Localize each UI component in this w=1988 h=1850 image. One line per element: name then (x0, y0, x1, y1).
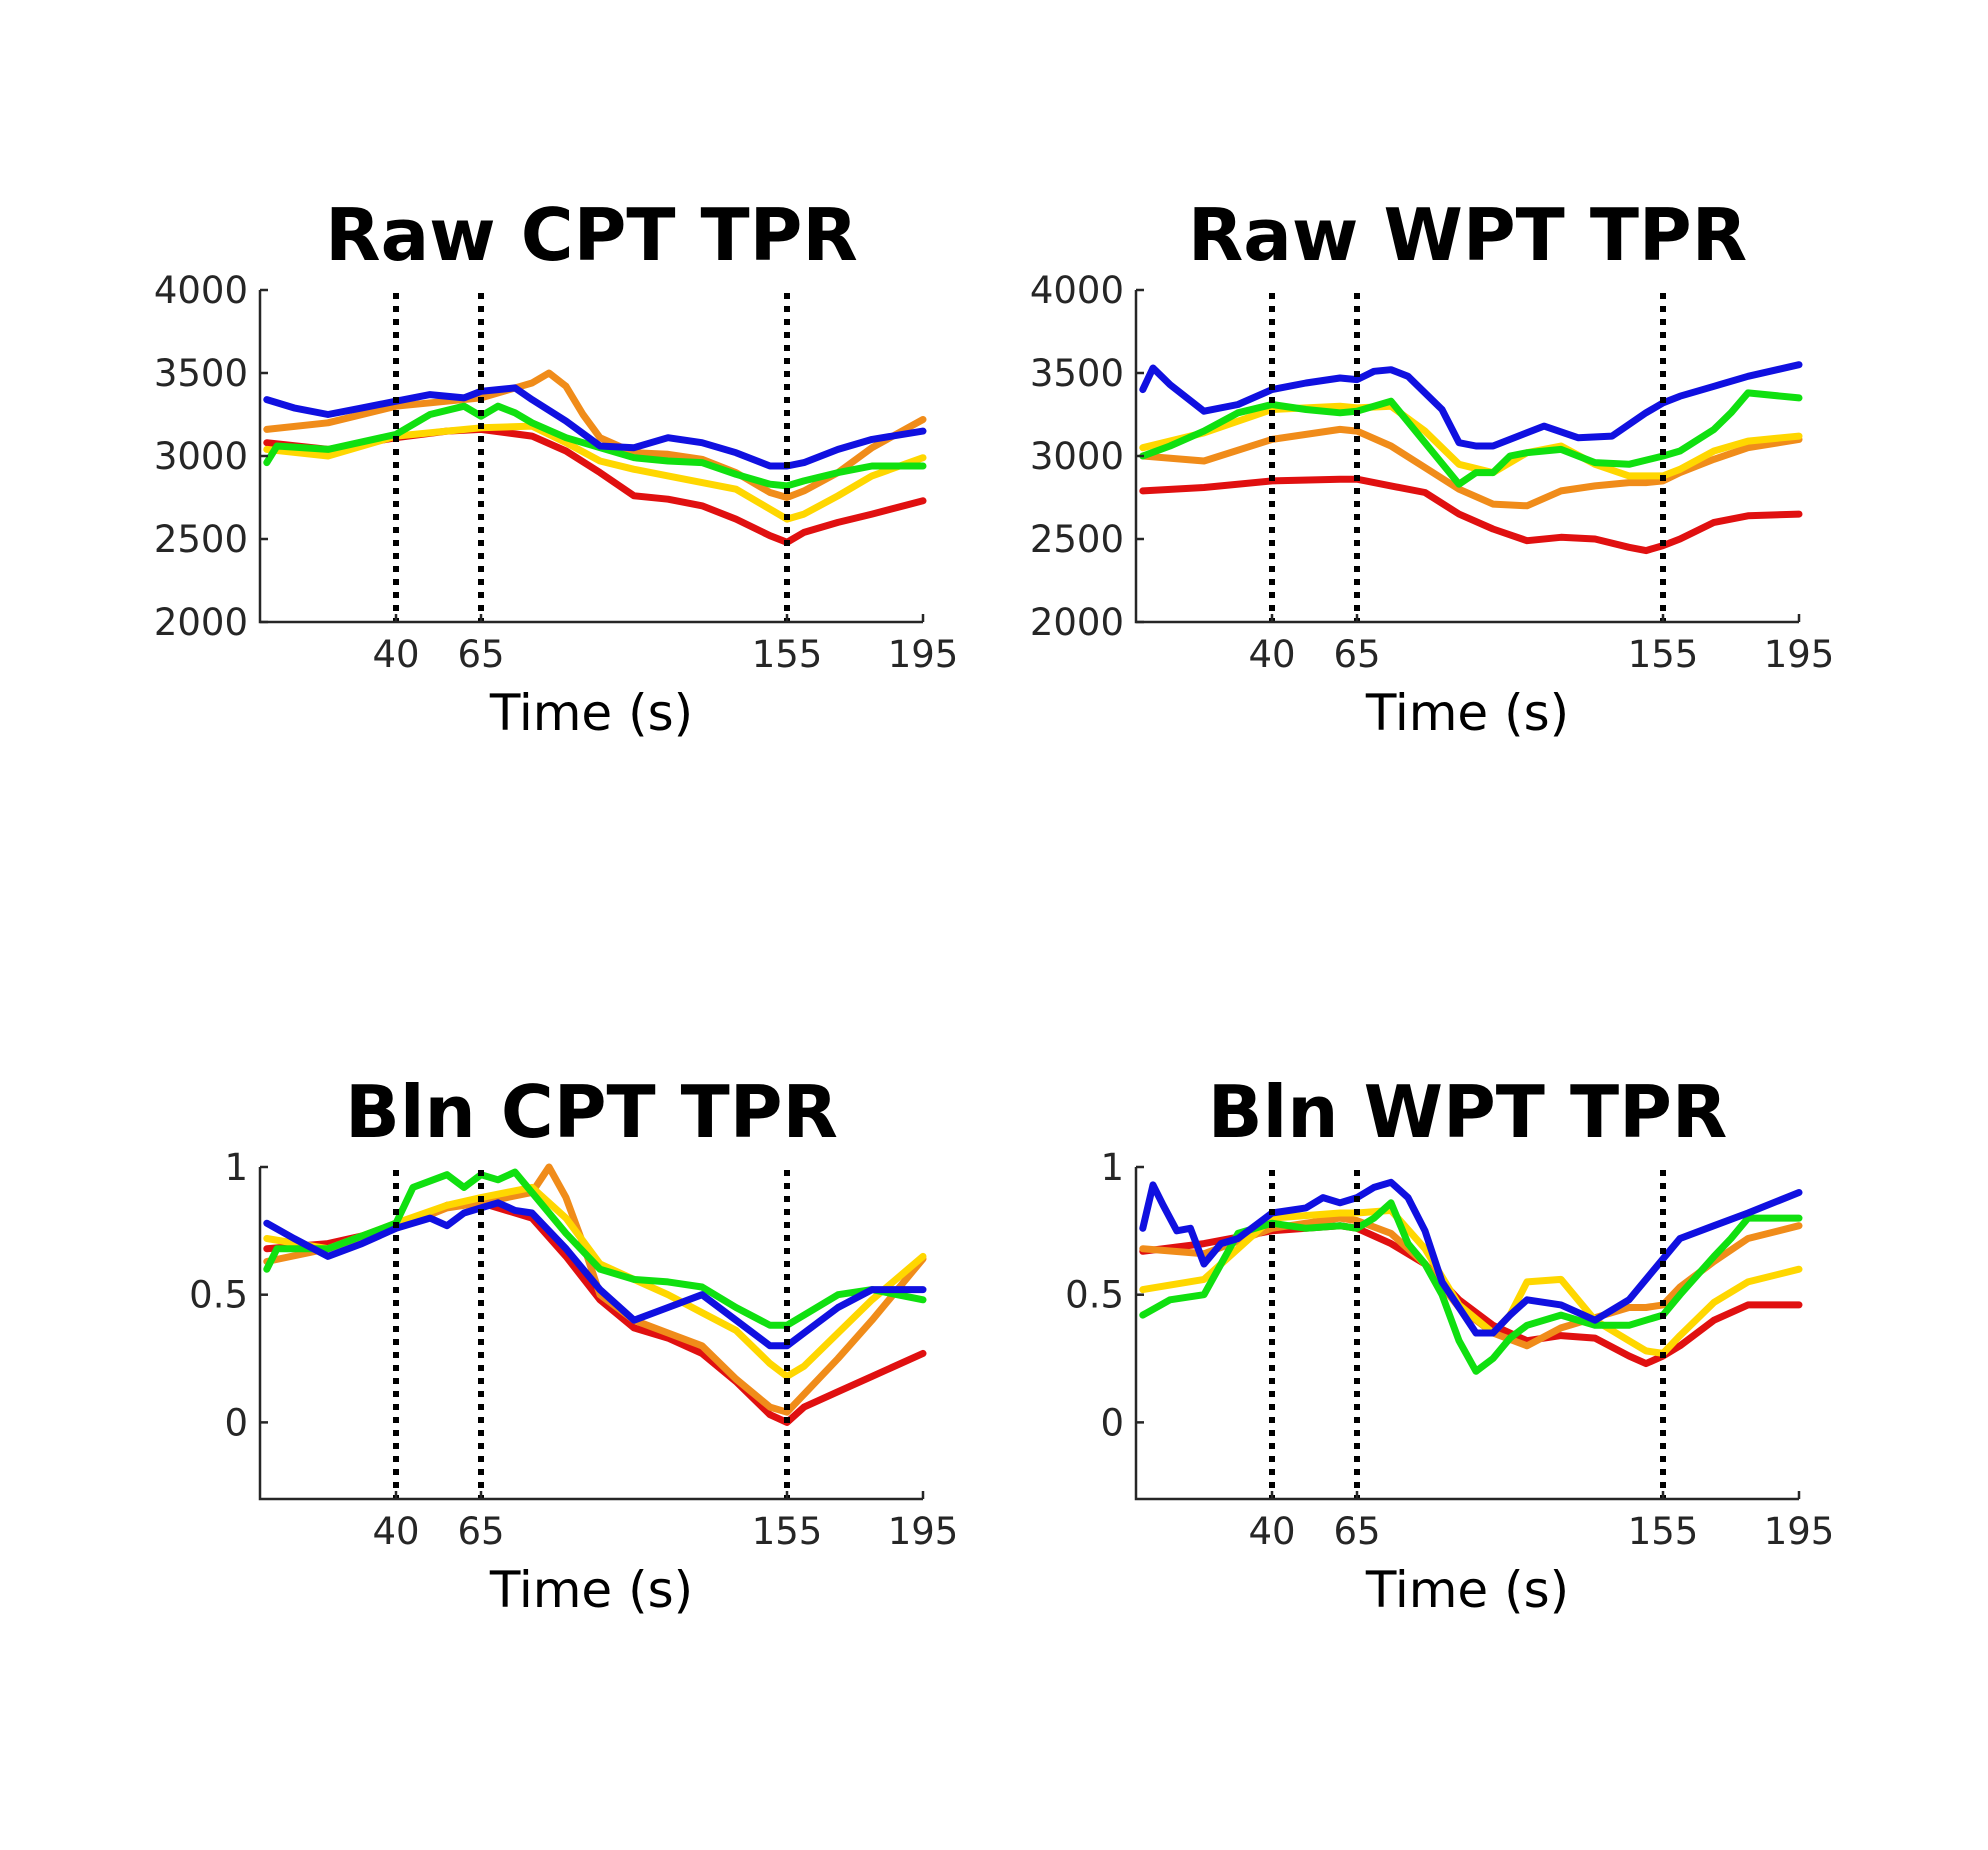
series-line-5 (263, 384, 927, 470)
series-line-2 (1139, 1214, 1803, 1350)
x-tick-label: 195 (1764, 1510, 1835, 1553)
y-tick-label: 0.5 (1065, 1274, 1124, 1317)
series-line-5 (1139, 1178, 1803, 1337)
y-tick-label: 4000 (1030, 269, 1124, 312)
x-axis-label: Time (s) (489, 1561, 693, 1619)
y-tick-label: 3000 (154, 435, 248, 478)
y-tick-label: 1 (224, 1146, 248, 1189)
y-tick-label: 3500 (154, 352, 248, 395)
series-line-4 (263, 1168, 927, 1329)
x-tick-label: 195 (888, 633, 959, 676)
chart-panel-3: Bln CPT TPR 0 0.5 1 40 65 155 195 Time (s) (189, 1070, 958, 1619)
chart-title: Raw WPT TPR (1188, 193, 1747, 277)
x-tick-label: 40 (372, 633, 419, 676)
series-line-2 (263, 1163, 927, 1416)
x-axis-label: Time (s) (1365, 684, 1569, 742)
x-tick-label: 65 (457, 633, 504, 676)
x-tick-label: 40 (372, 1510, 419, 1553)
y-tick-label: 0.5 (189, 1274, 248, 1317)
x-tick-label: 65 (457, 1510, 504, 1553)
x-tick-label: 195 (1764, 633, 1835, 676)
series-line-5 (1139, 361, 1803, 450)
x-tick-label: 155 (1628, 1510, 1699, 1553)
chart-panel-4: Bln WPT TPR 0 0.5 1 40 65 155 195 Time (s) (1065, 1070, 1834, 1619)
x-tick-label: 40 (1248, 1510, 1295, 1553)
x-tick-label: 40 (1248, 633, 1295, 676)
series-line-3 (263, 1183, 927, 1380)
y-tick-label: 1 (1100, 1146, 1124, 1189)
chart-title: Bln CPT TPR (345, 1070, 838, 1154)
y-tick-label: 2500 (1030, 518, 1124, 561)
y-tick-label: 3000 (1030, 435, 1124, 478)
x-tick-label: 155 (752, 1510, 823, 1553)
x-tick-label: 65 (1333, 1510, 1380, 1553)
chart-title: Bln WPT TPR (1208, 1070, 1728, 1154)
axis-lines (258, 1167, 923, 1501)
x-tick-label: 65 (1333, 633, 1380, 676)
series-line-1 (1139, 475, 1803, 555)
series-line-4 (1139, 389, 1803, 488)
chart-panel-1: Raw CPT TPR 2000 2500 3000 3500 4000 40 65 155 19… (154, 193, 958, 742)
chart-title: Raw CPT TPR (325, 193, 858, 277)
series-line-4 (263, 402, 927, 490)
y-tick-label: 4000 (154, 269, 248, 312)
y-tick-label: 2000 (154, 601, 248, 644)
y-tick-label: 2500 (154, 518, 248, 561)
x-axis-label: Time (s) (489, 684, 693, 742)
series-line-3 (263, 422, 927, 523)
chart-panel-2: Raw WPT TPR 2000 2500 3000 3500 4000 40 65 155 19… (1030, 193, 1834, 742)
y-tick-label: 0 (1100, 1401, 1124, 1444)
x-tick-label: 195 (888, 1510, 959, 1553)
x-tick-label: 155 (1628, 633, 1699, 676)
x-axis-label: Time (s) (1365, 1561, 1569, 1619)
y-tick-label: 3500 (1030, 352, 1124, 395)
x-tick-label: 155 (752, 633, 823, 676)
y-tick-label: 2000 (1030, 601, 1124, 644)
series-line-4 (1139, 1199, 1803, 1375)
y-tick-label: 0 (224, 1401, 248, 1444)
axis-lines (1134, 1167, 1799, 1501)
series-line-3 (1139, 1206, 1803, 1357)
